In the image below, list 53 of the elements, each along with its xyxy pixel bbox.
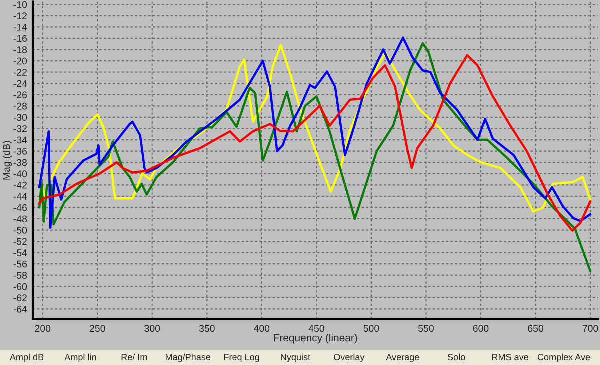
- line-series: [38, 42, 592, 273]
- y-tick-label: -40: [14, 170, 28, 178]
- y-tick-label: -48: [14, 216, 28, 223]
- x-tick-label: 200: [35, 325, 51, 332]
- y-tick-label: -42: [14, 182, 27, 189]
- y-tick-label: -10: [14, 1, 28, 8]
- x-tick-label: 650: [528, 325, 544, 332]
- y-tick-label: -26: [14, 92, 28, 99]
- x-axis-title: Frequency (linear): [274, 334, 358, 344]
- text: Ampl dB: [10, 354, 44, 362]
- text: Complex Ave: [538, 354, 590, 362]
- y-tick-label: -20: [14, 58, 28, 65]
- y-tick-label: -50: [14, 226, 28, 234]
- y-tick-label: -58: [14, 272, 28, 279]
- y-tick-label: -12: [14, 12, 27, 20]
- y-tick-label: -34: [14, 136, 28, 144]
- y-tick-label: -64: [14, 306, 28, 313]
- y-tick-label: -56: [14, 260, 28, 268]
- y-tick-label: -16: [14, 35, 28, 42]
- text: Mag/Phase: [166, 354, 211, 362]
- y-tick-label: -32: [14, 125, 27, 132]
- y-tick-label: -38: [14, 159, 28, 166]
- y-axis-title: Mag (dB): [2, 141, 12, 180]
- x-tick-label: 500: [364, 325, 380, 332]
- text: Re/ Im: [122, 354, 148, 360]
- y-tick-label: -62: [14, 294, 27, 302]
- y-tick-label: -44: [14, 193, 28, 200]
- x-tick-label: 250: [90, 325, 106, 332]
- y-tick-label: -18: [14, 46, 28, 54]
- x-tick-label: 600: [473, 325, 489, 332]
- y-tick-label: -14: [14, 24, 28, 31]
- y-tick-label: -36: [14, 148, 28, 155]
- text: Nyquist: [281, 354, 310, 362]
- text: Freq Log: [224, 354, 260, 362]
- y-tick-label: -54: [14, 250, 28, 256]
- y-tick-label: -46: [14, 204, 28, 212]
- y-tick-label: -52: [14, 238, 27, 246]
- x-tick-label: 350: [199, 325, 215, 332]
- text: RMS ave: [492, 354, 528, 360]
- x-tick-label: 700: [582, 325, 598, 332]
- y-tick-label: -24: [14, 80, 28, 88]
- text: Solo: [448, 354, 466, 360]
- x-tick-label: 400: [254, 325, 270, 332]
- x-tick-label: 300: [144, 325, 160, 332]
- text: Ampl lin: [64, 354, 96, 362]
- text: Average: [386, 354, 420, 362]
- x-tick-label: 550: [418, 325, 434, 332]
- x-tick-label: 450: [308, 325, 324, 332]
- text: Overlay: [334, 354, 365, 362]
- y-tick-label: -28: [14, 102, 28, 110]
- y-tick-label: -30: [14, 114, 28, 122]
- y-tick-label: -22: [14, 69, 27, 76]
- y-tick-label: -60: [14, 283, 28, 290]
